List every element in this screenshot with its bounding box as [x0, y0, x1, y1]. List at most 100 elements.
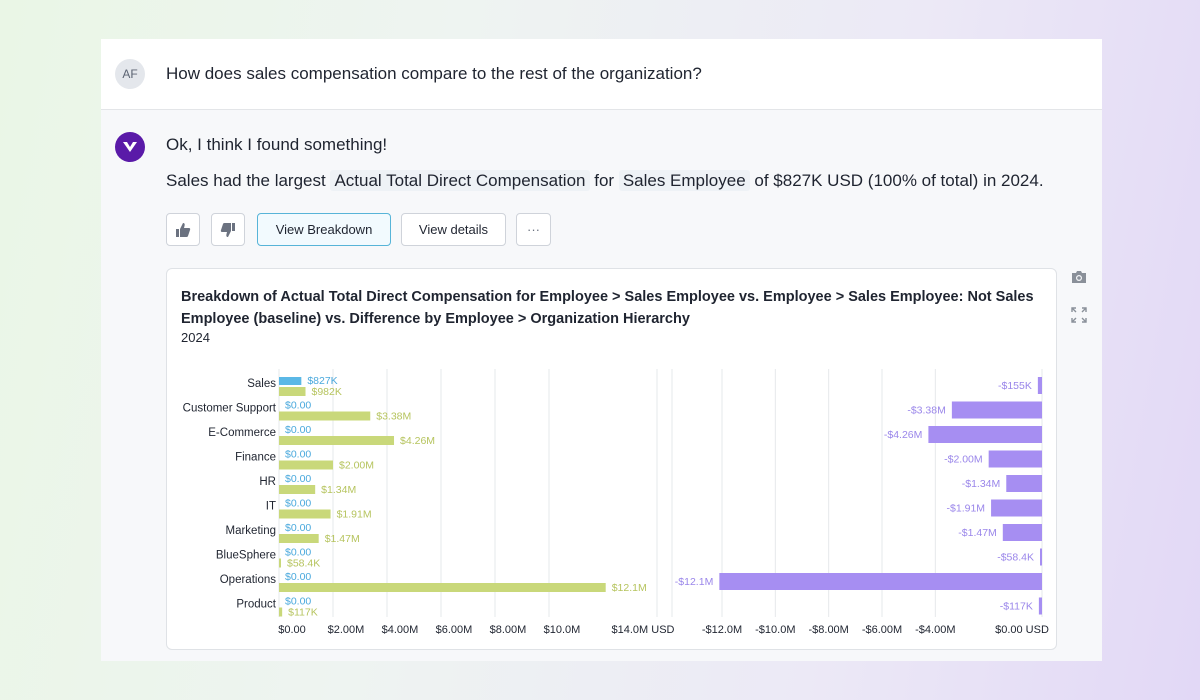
- baseline-bar: [279, 509, 331, 519]
- sales-employee-value-label: $0.00: [285, 547, 311, 559]
- breakdown-chart: $0.00 $2.00M $4.00M $6.00M $8.00M $10.0M $14.0…: [183, 369, 1049, 636]
- sales-employee-value-label: $0.00: [285, 424, 311, 436]
- answer-summary: Sales had the largest Actual Total Direc…: [166, 170, 1044, 191]
- category-label: Product: [236, 599, 276, 611]
- difference-value-label: -$12.1M: [675, 576, 714, 588]
- thumbs-down-button[interactable]: [211, 213, 245, 246]
- category-label: E-Commerce: [208, 427, 276, 439]
- view-breakdown-button[interactable]: View Breakdown: [257, 213, 391, 246]
- baseline-bar: [279, 583, 606, 592]
- sales-employee-value-label: $0.00: [285, 400, 311, 412]
- baseline-bar: [279, 387, 306, 396]
- baseline-bar: [279, 534, 319, 543]
- sales-employee-value-label: $0.00: [285, 522, 311, 534]
- category-label: HR: [259, 476, 276, 488]
- category-label: Finance: [235, 452, 276, 464]
- more-options-button[interactable]: ···: [516, 213, 551, 246]
- category-label: IT: [266, 501, 276, 513]
- baseline-bar: [279, 460, 333, 470]
- difference-value-label: -$3.38M: [907, 405, 946, 417]
- baseline-value-label: $1.91M: [337, 509, 372, 521]
- category-label: Operations: [220, 574, 277, 586]
- left-tick-label: $14.0M USD: [612, 624, 675, 636]
- category-label: Sales: [247, 378, 276, 390]
- thumbs-down-icon: [220, 223, 235, 237]
- difference-bar: [951, 401, 1042, 419]
- right-tick-label: -$12.0M: [702, 624, 742, 636]
- difference-value-label: -$4.26M: [884, 429, 923, 441]
- left-tick-label: $0.00: [278, 624, 306, 636]
- difference-bar: [1038, 597, 1042, 615]
- right-tick-label: -$8.00M: [808, 624, 848, 636]
- difference-value-label: -$1.91M: [947, 503, 986, 515]
- baseline-bar: [279, 607, 283, 617]
- baseline-bar: [279, 436, 395, 445]
- difference-bar: [1040, 548, 1042, 566]
- screenshot-button[interactable]: [1071, 270, 1087, 289]
- thumbs-up-button[interactable]: [166, 213, 200, 246]
- right-tick-label: $0.00 USD: [995, 624, 1049, 636]
- view-details-button[interactable]: View details: [401, 213, 506, 246]
- sales-employee-value-label: $0.00: [285, 473, 311, 485]
- baseline-value-label: $4.26M: [400, 435, 435, 447]
- baseline-bar: [279, 485, 316, 494]
- left-tick-label: $10.0M: [544, 624, 581, 636]
- question-text: How does sales compensation compare to t…: [166, 64, 702, 83]
- right-tick-label: -$10.0M: [755, 624, 795, 636]
- conversation-panel: AF How does sales compensation compare t…: [101, 39, 1102, 661]
- difference-value-label: -$117K: [1000, 601, 1033, 613]
- difference-bar: [1002, 524, 1042, 541]
- baseline-bar: [279, 558, 281, 568]
- difference-value-label: -$1.34M: [962, 478, 1001, 490]
- difference-bar: [928, 426, 1042, 443]
- expand-button[interactable]: [1071, 307, 1087, 328]
- category-label: Marketing: [226, 525, 277, 537]
- sales-employee-value-label: $0.00: [285, 596, 311, 608]
- left-tick-label: $2.00M: [328, 624, 365, 636]
- metric-chip[interactable]: Actual Total Direct Compensation: [330, 170, 590, 191]
- difference-bar: [719, 573, 1042, 590]
- user-avatar: AF: [115, 59, 145, 89]
- baseline-value-label: $58.4K: [287, 558, 320, 570]
- difference-bar: [988, 450, 1042, 468]
- answer-connector: for: [594, 171, 615, 190]
- right-tick-label: -$4.00M: [915, 624, 955, 636]
- baseline-value-label: $12.1M: [612, 582, 647, 594]
- sales-employee-bar: [279, 377, 302, 385]
- sales-employee-value-label: $0.00: [285, 571, 311, 583]
- assistant-logo-icon: [123, 142, 137, 152]
- expand-icon: [1071, 307, 1087, 323]
- baseline-bar: [279, 411, 371, 421]
- baseline-value-label: $1.47M: [325, 533, 360, 545]
- filter-chip[interactable]: Sales Employee: [618, 170, 750, 191]
- left-tick-label: $8.00M: [490, 624, 527, 636]
- answer-intro: Ok, I think I found something!: [166, 135, 388, 154]
- difference-value-label: -$155K: [998, 380, 1032, 392]
- answer-prefix: Sales had the largest: [166, 171, 326, 190]
- chart-title: Breakdown of Actual Total Direct Compens…: [181, 289, 1034, 327]
- assistant-avatar: [115, 132, 145, 162]
- sales-employee-value-label: $0.00: [285, 498, 311, 510]
- baseline-value-label: $1.34M: [321, 484, 356, 496]
- category-label: BlueSphere: [216, 550, 276, 562]
- answer-suffix: of $827K USD (100% of total) in 2024.: [754, 171, 1044, 190]
- difference-value-label: -$58.4K: [997, 552, 1034, 564]
- sales-employee-value-label: $827K: [307, 375, 337, 387]
- baseline-value-label: $982K: [312, 386, 342, 398]
- baseline-value-label: $2.00M: [339, 460, 374, 472]
- left-tick-label: $4.00M: [382, 624, 419, 636]
- baseline-value-label: $117K: [288, 607, 318, 619]
- category-label: Customer Support: [183, 403, 277, 415]
- thumbs-up-icon: [176, 223, 191, 237]
- difference-bar: [1006, 475, 1042, 492]
- question-row: AF How does sales compensation compare t…: [101, 39, 1102, 110]
- chart-card: Breakdown of Actual Total Direct Compens…: [166, 268, 1057, 650]
- baseline-value-label: $3.38M: [376, 411, 411, 423]
- difference-bar: [1037, 377, 1042, 394]
- difference-bar: [991, 499, 1042, 517]
- chart-subtitle: 2024: [181, 330, 210, 345]
- difference-value-label: -$1.47M: [958, 527, 997, 539]
- difference-value-label: -$2.00M: [944, 454, 983, 466]
- left-tick-label: $6.00M: [436, 624, 473, 636]
- sales-employee-value-label: $0.00: [285, 449, 311, 461]
